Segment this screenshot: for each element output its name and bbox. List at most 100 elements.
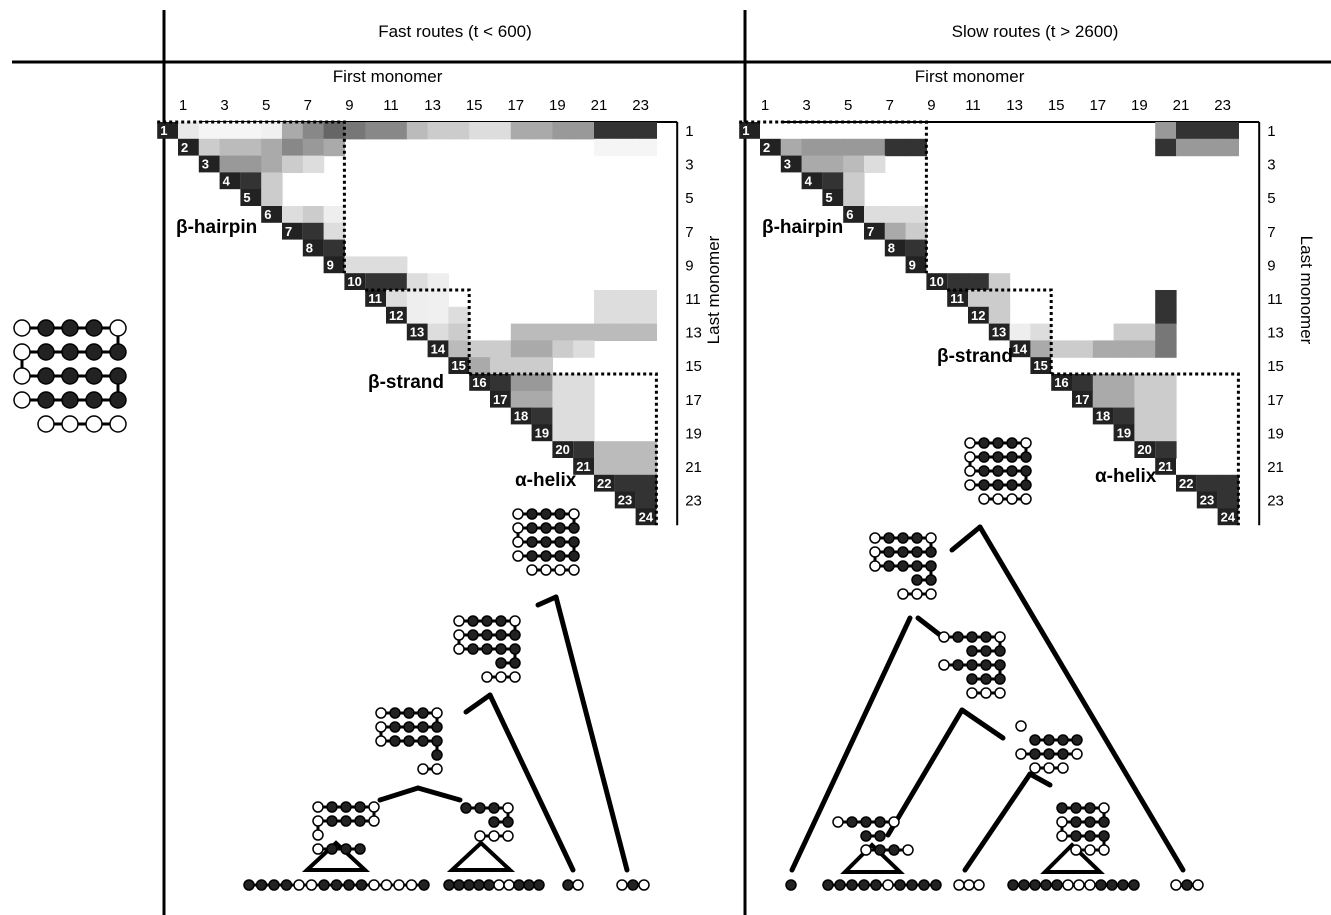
slow-contact-cell <box>1155 390 1177 409</box>
fast-diagonal-cell <box>510 407 532 425</box>
slow-diagonal-label: 22 <box>1179 476 1193 491</box>
fast-strand-label: β-strand <box>368 372 444 393</box>
fast-contact-cell <box>614 306 637 325</box>
fast-contact-cell <box>510 390 533 409</box>
fast-contact-cell <box>531 374 553 392</box>
slow-region-box <box>1051 372 1240 526</box>
fast-contact-cell <box>573 424 595 442</box>
fast-diagonal-cell <box>448 357 470 374</box>
slow-contact-cell <box>801 155 823 173</box>
fast-contact-cell <box>323 122 345 140</box>
slow-diagonal-label: 5 <box>825 190 832 205</box>
fast-diagonal-cell <box>552 441 574 458</box>
fast-diagonal-cell <box>490 390 511 408</box>
slow-diagonal-label: 23 <box>1200 493 1214 508</box>
fast-diagonal-cell <box>157 122 178 139</box>
slow-right-tick: 3 <box>1267 157 1275 174</box>
fast-right-tick: 19 <box>685 425 702 442</box>
fast-diagonal-label: 5 <box>243 190 250 205</box>
slow-contact-cell <box>1155 340 1177 358</box>
fast-contact-cell <box>614 441 637 459</box>
slow-diagonal-cell <box>1113 424 1135 442</box>
fast-right-tick: 5 <box>685 190 693 207</box>
fast-diagonal-label: 7 <box>285 224 292 239</box>
fast-diagonal-cell <box>219 172 241 190</box>
slow-contact-cell <box>905 206 927 224</box>
fast-last-monomer-label: Last monomer <box>704 235 723 344</box>
fast-top-tick: 23 <box>632 97 649 114</box>
fast-contact-cell <box>614 290 637 308</box>
fast-diagonal-cell <box>198 155 220 173</box>
fast-helix-label: α-helix <box>515 470 577 491</box>
slow-diagonal-label: 18 <box>1096 409 1110 424</box>
fast-right-tick: 13 <box>685 325 702 342</box>
fast-top-tick: 15 <box>466 97 483 114</box>
slow-conformation-strand <box>1056 802 1110 856</box>
slow-chain-3 <box>953 879 985 891</box>
fast-diagonal-label: 6 <box>264 207 271 222</box>
slow-contact-cell <box>1113 323 1135 341</box>
fast-contact-cell <box>219 138 241 157</box>
fast-diagonal-label: 17 <box>493 392 507 407</box>
slow-top-tick: 19 <box>1131 97 1148 114</box>
slow-diagonal-cell <box>843 206 864 223</box>
fast-diagonal-label: 19 <box>535 425 549 440</box>
fast-contact-cell <box>282 155 304 173</box>
slow-routes-header: Slow routes (t > 2600) <box>951 22 1119 41</box>
slow-diagonal-label: 20 <box>1137 442 1151 457</box>
fast-contact-cell <box>198 122 221 140</box>
slow-helix-label: α-helix <box>1095 466 1157 487</box>
fast-conformation-full <box>512 508 580 576</box>
slow-diagonal-cell <box>947 290 968 307</box>
fast-region-box <box>157 120 346 274</box>
slow-contact-cell <box>1196 122 1219 140</box>
fast-contact-cell <box>469 340 491 358</box>
slow-contact-cell <box>1217 122 1239 140</box>
slow-contact-cell <box>988 273 1011 291</box>
slow-diagonal-label: 8 <box>888 241 895 256</box>
fast-top-tick: 1 <box>179 97 187 114</box>
slow-contact-cell <box>1176 122 1198 140</box>
fast-diagonal-label: 9 <box>327 257 334 272</box>
fast-diagonal-cell <box>406 323 428 341</box>
fast-contact-cell <box>448 323 470 341</box>
fast-folding-tree <box>301 594 630 873</box>
fast-top-tick: 19 <box>549 97 566 114</box>
slow-top-tick: 11 <box>965 97 981 114</box>
fast-contact-cell <box>240 172 262 190</box>
slow-contact-cell <box>843 172 865 190</box>
slow-top-tick: 3 <box>802 97 810 114</box>
slow-top-tick: 1 <box>761 97 769 114</box>
slow-right-tick: 15 <box>1267 358 1284 375</box>
slow-chain-5 <box>1170 879 1204 891</box>
slow-contact-cell <box>801 138 823 157</box>
fast-routes-header: Fast routes (t < 600) <box>378 22 532 41</box>
fast-contact-cell <box>635 122 657 140</box>
fast-diagonal-cell <box>323 256 345 274</box>
slow-diagonal-cell <box>1030 357 1052 374</box>
fast-contact-cell <box>510 340 533 358</box>
slow-contact-cell <box>1134 374 1156 392</box>
fast-contact-cell <box>510 357 533 375</box>
slow-diagonal-label: 21 <box>1158 459 1172 474</box>
slow-contact-cell <box>1072 340 1094 358</box>
fast-chain-3 <box>562 879 584 891</box>
fast-conformation-hairpin <box>312 801 380 855</box>
slow-region-box <box>947 288 1053 374</box>
slow-region-box <box>739 120 928 274</box>
fast-contact-cell <box>386 273 408 291</box>
fast-contact-cell <box>490 374 512 392</box>
slow-contact-cell <box>905 138 927 157</box>
slow-diagonal-label: 11 <box>950 291 964 306</box>
fast-top-tick: 9 <box>345 97 353 114</box>
fast-top-tick: 3 <box>220 97 228 114</box>
slow-diagonal-cell <box>988 323 1010 341</box>
slow-diagonal-cell <box>1176 474 1197 492</box>
fast-diagonal-label: 8 <box>306 241 313 256</box>
fast-contact-cell <box>635 290 657 308</box>
fast-top-tick: 11 <box>383 97 399 114</box>
fast-contact-cell <box>531 323 553 341</box>
table-frame <box>12 10 1331 915</box>
slow-chain-2 <box>822 879 942 891</box>
slow-diagonal-cell <box>801 172 823 190</box>
